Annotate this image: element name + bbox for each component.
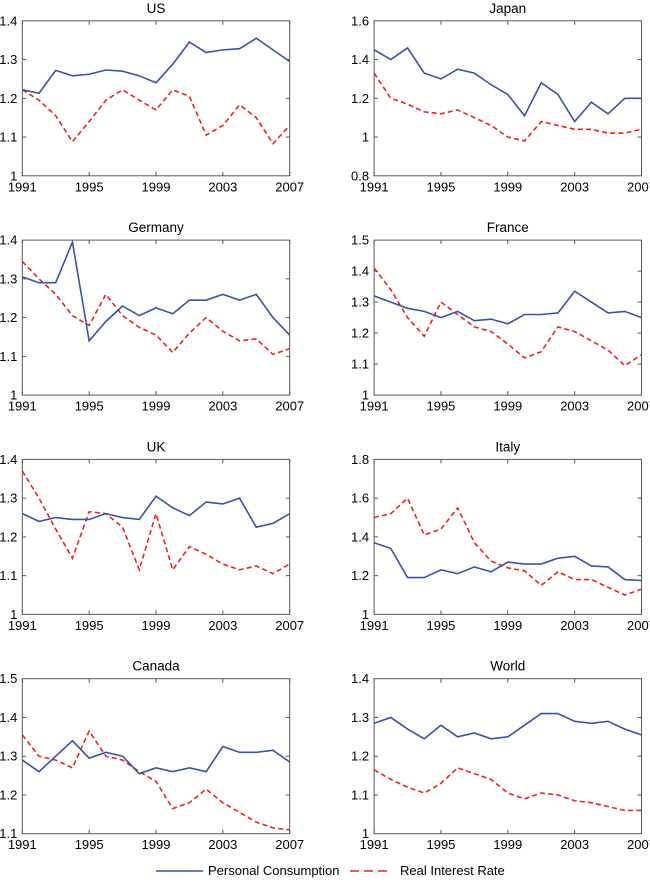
svg-text:1995: 1995 bbox=[75, 618, 104, 633]
svg-text:1999: 1999 bbox=[142, 179, 171, 194]
svg-text:1999: 1999 bbox=[493, 399, 522, 414]
svg-text:2007: 2007 bbox=[627, 399, 650, 414]
svg-text:1.4: 1.4 bbox=[0, 710, 17, 725]
svg-text:2003: 2003 bbox=[560, 837, 589, 852]
svg-text:1999: 1999 bbox=[493, 837, 522, 852]
svg-text:1.2: 1.2 bbox=[351, 91, 369, 106]
svg-text:France: France bbox=[487, 220, 529, 235]
svg-text:US: US bbox=[147, 1, 166, 16]
svg-text:1.3: 1.3 bbox=[351, 295, 369, 310]
svg-text:1991: 1991 bbox=[8, 399, 37, 414]
svg-text:1991: 1991 bbox=[360, 618, 389, 633]
svg-text:1.5: 1.5 bbox=[0, 671, 17, 686]
svg-text:1991: 1991 bbox=[360, 179, 389, 194]
svg-text:2007: 2007 bbox=[627, 618, 650, 633]
svg-text:Personal Consumption: Personal Consumption bbox=[208, 863, 340, 878]
svg-text:1991: 1991 bbox=[360, 837, 389, 852]
svg-text:2003: 2003 bbox=[560, 618, 589, 633]
svg-text:2007: 2007 bbox=[275, 399, 304, 414]
svg-text:2003: 2003 bbox=[208, 837, 237, 852]
svg-text:1.2: 1.2 bbox=[0, 310, 17, 325]
svg-text:2003: 2003 bbox=[208, 179, 237, 194]
svg-text:1.1: 1.1 bbox=[351, 357, 369, 372]
svg-text:1.4: 1.4 bbox=[351, 529, 369, 544]
svg-text:1995: 1995 bbox=[426, 179, 455, 194]
svg-text:1.3: 1.3 bbox=[0, 749, 17, 764]
svg-text:1.1: 1.1 bbox=[0, 349, 17, 364]
svg-text:1.2: 1.2 bbox=[0, 91, 17, 106]
svg-text:1.5: 1.5 bbox=[351, 233, 369, 248]
svg-text:2007: 2007 bbox=[275, 837, 304, 852]
svg-text:2007: 2007 bbox=[275, 618, 304, 633]
svg-text:1.3: 1.3 bbox=[351, 710, 369, 725]
svg-text:1999: 1999 bbox=[142, 618, 171, 633]
svg-text:1999: 1999 bbox=[493, 179, 522, 194]
svg-text:1.3: 1.3 bbox=[0, 271, 17, 286]
svg-text:2003: 2003 bbox=[208, 618, 237, 633]
svg-text:1.4: 1.4 bbox=[0, 452, 17, 467]
svg-text:1991: 1991 bbox=[8, 179, 37, 194]
svg-text:1: 1 bbox=[362, 130, 369, 145]
svg-text:1.6: 1.6 bbox=[351, 13, 369, 28]
svg-text:1995: 1995 bbox=[75, 179, 104, 194]
svg-text:1.4: 1.4 bbox=[0, 233, 17, 248]
svg-text:2007: 2007 bbox=[275, 179, 304, 194]
svg-text:Germany: Germany bbox=[128, 220, 184, 235]
svg-text:1999: 1999 bbox=[142, 399, 171, 414]
svg-text:Real Interest Rate: Real Interest Rate bbox=[400, 863, 505, 878]
svg-text:1999: 1999 bbox=[142, 837, 171, 852]
svg-text:2007: 2007 bbox=[627, 179, 650, 194]
svg-text:Canada: Canada bbox=[132, 659, 180, 674]
svg-text:1995: 1995 bbox=[75, 399, 104, 414]
svg-text:1.3: 1.3 bbox=[0, 52, 17, 67]
svg-text:2003: 2003 bbox=[208, 399, 237, 414]
svg-text:1.2: 1.2 bbox=[351, 568, 369, 583]
svg-text:1.4: 1.4 bbox=[0, 13, 17, 28]
svg-text:Italy: Italy bbox=[495, 439, 520, 454]
svg-text:1.4: 1.4 bbox=[351, 671, 369, 686]
svg-text:1995: 1995 bbox=[426, 837, 455, 852]
svg-text:1.3: 1.3 bbox=[0, 491, 17, 506]
svg-text:1.1: 1.1 bbox=[0, 130, 17, 145]
svg-text:Japan: Japan bbox=[489, 1, 526, 16]
svg-text:1.6: 1.6 bbox=[351, 491, 369, 506]
svg-text:1.2: 1.2 bbox=[0, 787, 17, 802]
svg-text:1.2: 1.2 bbox=[351, 326, 369, 341]
svg-text:2003: 2003 bbox=[560, 399, 589, 414]
svg-text:1.4: 1.4 bbox=[351, 264, 369, 279]
svg-text:1991: 1991 bbox=[8, 618, 37, 633]
svg-text:1991: 1991 bbox=[8, 837, 37, 852]
svg-text:2003: 2003 bbox=[560, 179, 589, 194]
svg-text:1.1: 1.1 bbox=[351, 787, 369, 802]
svg-text:2007: 2007 bbox=[627, 837, 650, 852]
svg-text:1995: 1995 bbox=[75, 837, 104, 852]
svg-text:1995: 1995 bbox=[426, 399, 455, 414]
svg-text:1.2: 1.2 bbox=[0, 529, 17, 544]
svg-text:1999: 1999 bbox=[493, 618, 522, 633]
svg-text:1.8: 1.8 bbox=[351, 452, 369, 467]
svg-text:1991: 1991 bbox=[360, 399, 389, 414]
svg-text:1.4: 1.4 bbox=[351, 52, 369, 67]
svg-text:UK: UK bbox=[147, 439, 166, 454]
svg-text:World: World bbox=[490, 659, 525, 674]
svg-text:1.1: 1.1 bbox=[0, 568, 17, 583]
svg-text:1995: 1995 bbox=[426, 618, 455, 633]
svg-text:1.2: 1.2 bbox=[351, 749, 369, 764]
